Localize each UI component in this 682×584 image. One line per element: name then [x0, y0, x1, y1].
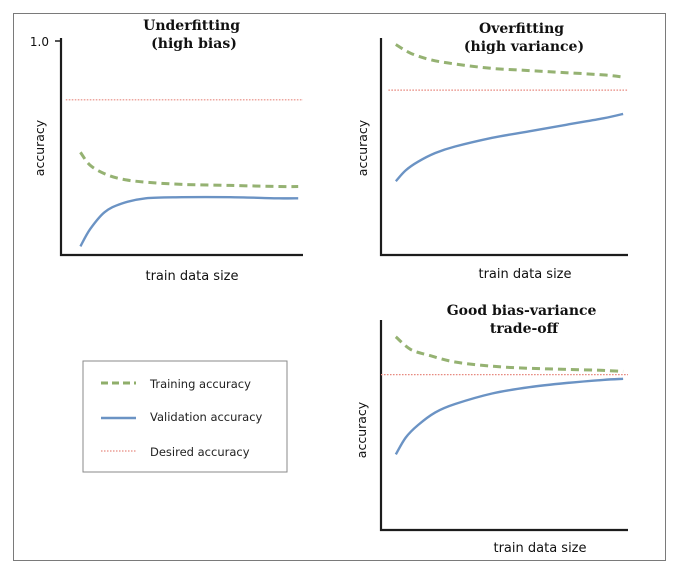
underfitting-title-line-1: Underfitting [143, 18, 240, 34]
underfitting-xlabel: train data size [145, 269, 238, 284]
overfitting-xlabel: train data size [478, 267, 571, 282]
overfitting-ylabel: accuracy [355, 119, 370, 176]
overfitting-series [388, 43, 628, 183]
good-tradeoff-panel: Good bias-variance trade-off accuracy tr… [354, 303, 628, 556]
good-tradeoff-axes [379, 320, 628, 532]
underfitting-y-tick-label: 1.0 [30, 35, 49, 49]
good-tradeoff-title-line-2: trade-off [490, 321, 560, 337]
overfitting-panel: Overfitting (high variance) accuracy tra… [355, 21, 628, 282]
legend-box [82, 360, 288, 473]
underfitting-ylabel: accuracy [32, 119, 47, 176]
good-tradeoff-training-line [394, 335, 624, 373]
underfitting-title: Underfitting (high bias) [143, 18, 245, 52]
underfitting-axes [59, 38, 303, 257]
legend-validation-label: Validation accuracy [150, 410, 263, 424]
underfitting-series [65, 99, 303, 247]
legend-desired-label: Desired accuracy [150, 445, 250, 459]
overfitting-axes [379, 38, 628, 257]
good-tradeoff-ylabel: accuracy [354, 401, 369, 458]
underfitting-validation-line [79, 195, 299, 247]
good-tradeoff-xlabel: train data size [493, 541, 586, 556]
overfitting-title-line-2: (high variance) [464, 39, 584, 55]
good-tradeoff-title-line-1: Good bias-variance [447, 303, 597, 319]
underfitting-title-line-2: (high bias) [151, 36, 237, 52]
good-tradeoff-validation-line [394, 377, 624, 456]
overfitting-validation-line [394, 112, 624, 183]
good-tradeoff-title: Good bias-variance trade-off [447, 303, 602, 337]
overfitting-training-line [395, 43, 624, 79]
figure-frame [13, 13, 666, 561]
overfitting-title: Overfitting (high variance) [464, 21, 584, 55]
underfitting-panel: Underfitting (high bias) 1.0 accuracy tr… [30, 18, 303, 284]
underfitting-training-line [79, 151, 299, 189]
overfitting-title-line-1: Overfitting [479, 21, 564, 37]
legend-training-label: Training accuracy [149, 377, 251, 391]
good-tradeoff-series [381, 335, 628, 456]
legend: Training accuracy Validation accuracy De… [82, 360, 288, 473]
